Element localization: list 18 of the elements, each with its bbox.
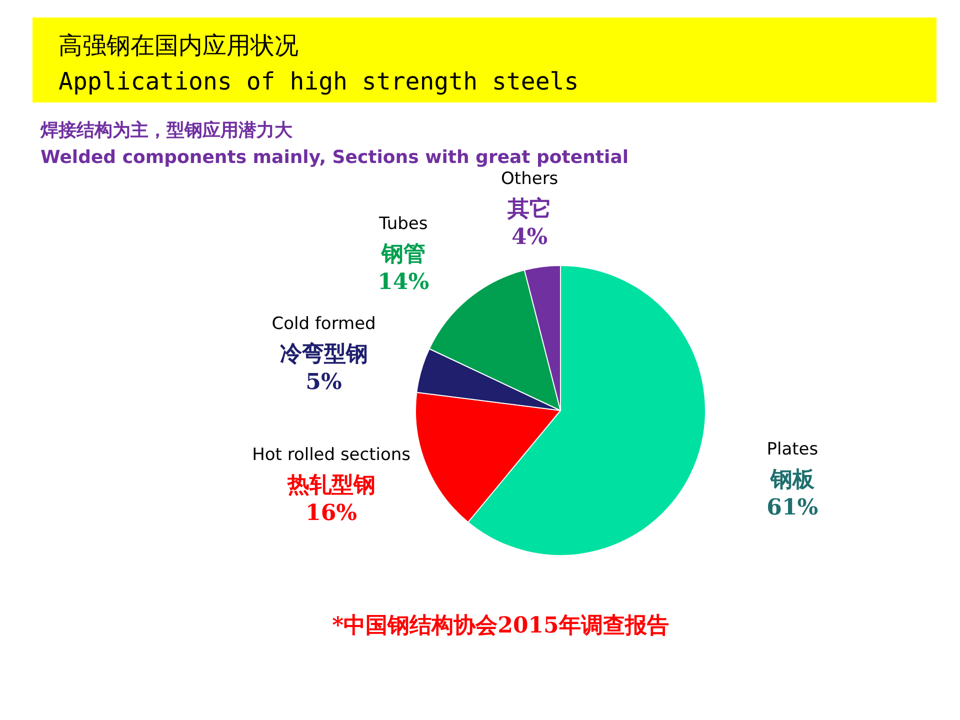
data-label: 14% <box>378 269 430 296</box>
data-label: 61% <box>766 494 818 520</box>
text: Others <box>501 169 558 190</box>
data-label: 16% <box>306 500 358 526</box>
text: Hot rolled sections <box>252 445 411 466</box>
slice-label: 冷弯型钢 <box>280 340 368 367</box>
slice-label: 钢板 <box>769 466 816 492</box>
data-label: 5% <box>306 368 342 395</box>
slice-label: 钢管 <box>380 241 426 268</box>
text: Plates <box>766 439 818 460</box>
text: *中国钢结构协会2015年调查报告 <box>332 612 669 638</box>
chart-subtitle: 焊接结构为主，型钢应用潜力大 Welded components mainly, Sections with great potential <box>40 120 629 168</box>
data-label: 4% <box>512 224 548 250</box>
text: Cold formed <box>272 314 376 334</box>
slice-label: 其它 <box>506 196 552 222</box>
slice-label: 热轧型钢 <box>286 472 376 498</box>
chart-title: 高强钢在国内应用状况 Applications of high strength steels <box>58 32 579 96</box>
text: Tubes <box>378 214 428 234</box>
